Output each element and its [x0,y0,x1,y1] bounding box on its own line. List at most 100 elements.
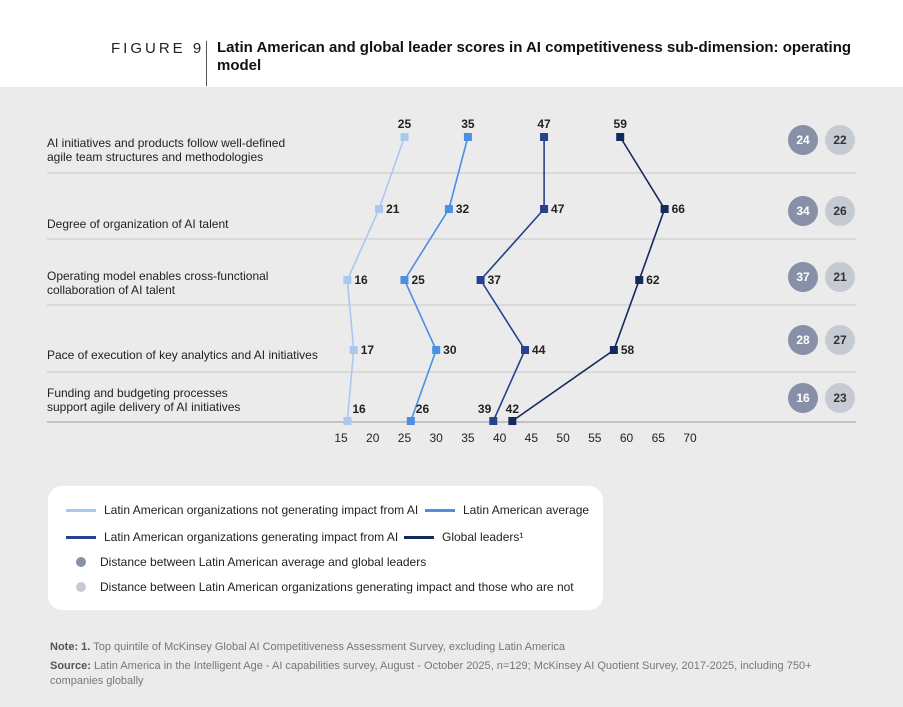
legend-item-impact: Latin American organizations generating … [66,530,398,544]
note-text: Top quintile of McKinsey Global AI Compe… [93,641,566,653]
x-tick-label: 30 [430,431,444,445]
header-divider [206,41,207,86]
legend-label-average: Latin American average [463,503,590,517]
data-label: 25 [398,117,412,131]
legend-label-leaders: Global leaders¹ [442,530,524,544]
distance-value-avg-leaders: 34 [796,204,810,218]
data-label: 42 [506,402,520,416]
figure-label: FIGURE 9 [111,40,205,57]
data-point [635,276,644,284]
distance-value-impact-not: 21 [833,270,847,284]
x-tick-label: 45 [525,431,539,445]
data-point [476,276,485,284]
chart: AI initiatives and products follow well-… [47,117,856,445]
distance-circle-impact-not [825,325,855,355]
x-tick-label: 70 [683,431,697,445]
row-label: AI initiatives and products follow well-… [47,136,285,150]
data-point [489,417,498,425]
data-point [444,205,453,213]
data-point [400,276,409,284]
legend-light-dot [76,582,86,592]
data-point [521,346,530,354]
distance-circle-impact-not [825,125,855,155]
row-label: Pace of execution of key analytics and A… [47,348,318,362]
figure-title: Latin American and global leader scores … [217,39,852,74]
figure-header: FIGURE 9 Latin American and global leade… [0,0,903,87]
legend-item-dark-dot: Distance between Latin American average … [66,555,426,569]
row-label: Operating model enables cross-functional [47,269,268,283]
data-point [406,417,415,425]
legend-item-average: Latin American average [425,503,589,517]
note: Note: 1. Top quintile of McKinsey Global… [50,640,830,655]
distance-circle-impact-not [825,383,855,413]
legend-label-dark-dot: Distance between Latin American average … [100,555,427,569]
legend-label-impact: Latin American organizations generating … [104,530,399,544]
data-label: 17 [361,343,375,357]
data-label: 35 [461,117,475,131]
legend-label-light-dot: Distance between Latin American organiza… [100,580,574,594]
data-point [616,133,625,141]
data-point [343,276,352,284]
row-label: collaboration of AI talent [47,283,176,297]
data-label: 66 [672,202,686,216]
data-label: 16 [354,273,368,287]
row-label: Funding and budgeting processes [47,386,228,400]
data-label: 30 [443,343,457,357]
legend-swatch-leaders [404,535,434,539]
x-tick-label: 15 [334,431,348,445]
distance-circle-impact-not [825,196,855,226]
legend-swatch-impact [66,535,96,539]
note-label: Note: 1. [50,641,91,653]
data-point [349,346,358,354]
legend-item-light-dot: Distance between Latin American organiza… [66,580,574,594]
x-tick-label: 25 [398,431,412,445]
distance-circle-avg-leaders [788,196,818,226]
row-label: agile team structures and methodologies [47,150,263,164]
data-label: 32 [456,202,470,216]
x-tick-label: 65 [652,431,666,445]
source: Source: Latin America in the Intelligent… [50,659,830,689]
legend-swatch-not-impact [66,508,96,512]
distance-value-impact-not: 26 [833,204,847,218]
data-point [540,205,549,213]
notes: Note: 1. Top quintile of McKinsey Global… [50,640,830,693]
data-label: 26 [416,402,430,416]
distance-value-impact-not: 22 [833,133,847,147]
data-label: 47 [551,202,565,216]
data-point [508,417,517,425]
distance-circle-avg-leaders [788,262,818,292]
distance-circle-avg-leaders [788,383,818,413]
distance-circle-impact-not [825,262,855,292]
row-label: Degree of organization of AI talent [47,217,229,231]
data-point [609,346,618,354]
x-tick-label: 50 [556,431,570,445]
x-tick-label: 60 [620,431,634,445]
data-label: 21 [386,202,400,216]
data-label: 16 [352,402,366,416]
data-label: 37 [488,273,502,287]
distance-value-avg-leaders: 24 [796,133,810,147]
legend: Latin American organizations not generat… [48,486,603,610]
source-text: Latin America in the Intelligent Age - A… [50,660,812,687]
legend-label-not-impact: Latin American organizations not generat… [104,503,419,517]
distance-circle-avg-leaders [788,125,818,155]
data-point [432,346,441,354]
data-point [343,417,352,425]
data-label: 39 [478,402,492,416]
data-label: 25 [411,273,425,287]
legend-swatch-average [425,508,455,512]
distance-value-impact-not: 23 [833,391,847,405]
data-point [400,133,409,141]
distance-circle-avg-leaders [788,325,818,355]
x-tick-label: 20 [366,431,380,445]
x-tick-label: 35 [461,431,475,445]
data-point [660,205,669,213]
distance-value-avg-leaders: 16 [796,391,810,405]
row-label: support agile delivery of AI initiatives [47,400,240,414]
distance-value-avg-leaders: 37 [796,270,810,284]
legend-dark-dot [76,557,86,567]
data-label: 62 [646,273,660,287]
x-tick-label: 55 [588,431,602,445]
data-point [540,133,549,141]
source-label: Source: [50,660,91,672]
